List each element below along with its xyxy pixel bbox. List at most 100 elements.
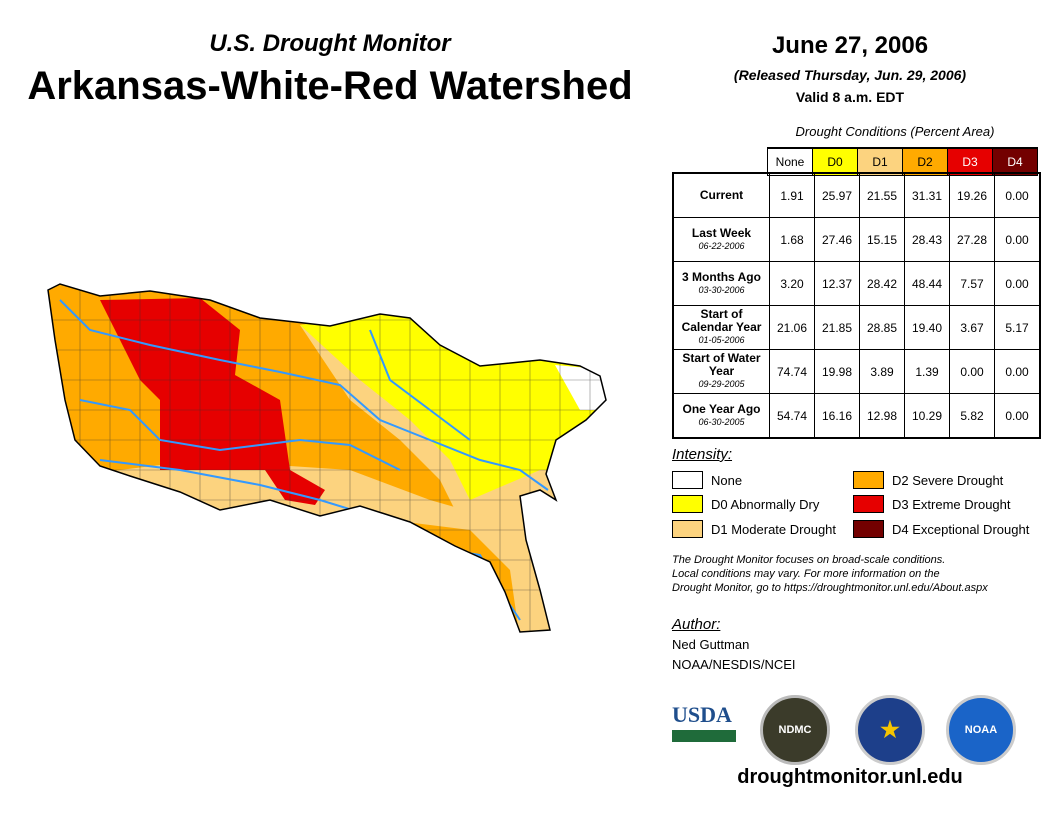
table-caption: Drought Conditions (Percent Area) [795, 124, 995, 139]
table-cell: 0.00 [994, 172, 1041, 218]
legend-label: D0 Abnormally Dry [711, 496, 820, 512]
table-cell: 19.98 [814, 349, 860, 394]
row-label-text: 3 Months Ago [682, 269, 761, 284]
watershed-outline [47, 283, 607, 633]
table-cell: 15.15 [859, 217, 905, 262]
legend-swatch [672, 471, 703, 489]
table-cell: 27.46 [814, 217, 860, 262]
region-none [555, 365, 606, 410]
legend-swatch [853, 471, 884, 489]
table-cell: 74.74 [769, 349, 815, 394]
ndmc-logo: NDMC [760, 695, 830, 765]
col-none: None [767, 147, 813, 176]
row-label-text: Last Week [691, 225, 752, 240]
row-label: 3 Months Ago 03-30-2006 [672, 261, 770, 306]
usda-logo: USDA [672, 702, 736, 748]
website-url[interactable]: droughtmonitor.unl.edu [737, 766, 963, 788]
col-d1: D1 [857, 147, 903, 176]
legend-label: D2 Severe Drought [892, 472, 1004, 488]
legend-swatch [672, 520, 703, 538]
noaa-logo: NOAA [946, 695, 1016, 765]
table-row: Start of Water Year 09-29-2005 74.74 19.98 3… [672, 349, 1041, 394]
table-row: Current 1.91 25.97 21.55 31.31 19.26 0.00 [672, 172, 1041, 218]
map-subtitle: U.S. Drought Monitor [209, 30, 451, 57]
legend-label: None [711, 472, 743, 488]
legend-swatch [853, 520, 884, 538]
table-cell: 0.00 [994, 349, 1041, 394]
table-cell: 7.57 [949, 261, 995, 306]
table-cell: 3.20 [769, 261, 815, 306]
table-row: 3 Months Ago 03-30-2006 3.20 12.37 28.42 48.4… [672, 261, 1041, 306]
author-title: Author: [672, 616, 721, 633]
table-cell: 28.85 [859, 305, 905, 350]
legend-item: D2 Severe Drought [853, 471, 1003, 489]
row-label-text: One Year Ago [682, 401, 761, 416]
legend-swatch [853, 495, 884, 513]
watershed-map [47, 283, 607, 633]
commerce-seal-logo: ★ [855, 695, 925, 765]
row-label: Current [672, 172, 770, 218]
table-cell: 1.91 [769, 172, 815, 218]
table-row: Start of Calendar Year 01-05-2006 21.06 21.… [672, 305, 1041, 350]
legend-item: None [672, 471, 742, 489]
table-cell: 27.28 [949, 217, 995, 262]
table-cell: 21.06 [769, 305, 815, 350]
valid-time: Valid 8 a.m. EDT [795, 89, 905, 105]
table-row: Last Week 06-22-2006 1.68 27.46 15.15 28.43 27… [672, 217, 1041, 262]
table-cell: 21.55 [859, 172, 905, 218]
legend-item: D4 Exceptional Drought [853, 520, 1029, 538]
legend-label: D3 Extreme Drought [892, 496, 1011, 512]
row-date: 09-29-2005 [698, 379, 745, 389]
col-d2: D2 [902, 147, 948, 176]
author-name: Ned Guttman [672, 637, 750, 652]
row-label-text: Start of Water Year [682, 351, 761, 378]
legend-label: D1 Moderate Drought [711, 521, 837, 537]
rivers [59, 299, 549, 621]
disclaimer-note: The Drought Monitor focuses on broad-sca… [672, 553, 1052, 595]
col-d3: D3 [947, 147, 993, 176]
row-date: 01-05-2006 [698, 335, 745, 345]
table-header: None D0 D1 D2 D3 D4 [767, 147, 1038, 176]
row-label: Start of Water Year 09-29-2005 [672, 349, 770, 394]
table-cell: 5.17 [994, 305, 1041, 350]
table-cell: 28.42 [859, 261, 905, 306]
table-cell: 10.29 [904, 393, 950, 439]
row-label: Start of Calendar Year 01-05-2006 [672, 305, 770, 350]
row-date: 03-30-2006 [698, 284, 745, 295]
table-cell: 31.31 [904, 172, 950, 218]
note-line: Drought Monitor, go to https://droughtmo… [672, 582, 988, 594]
table-cell: 3.89 [859, 349, 905, 394]
map-title: Arkansas-White-Red Watershed [27, 64, 633, 108]
table-cell: 0.00 [994, 393, 1041, 439]
row-date: 06-30-2005 [698, 416, 745, 427]
table-cell: 0.00 [994, 261, 1041, 306]
legend-label: D4 Exceptional Drought [892, 521, 1030, 537]
author-org: NOAA/NESDIS/NCEI [672, 657, 796, 672]
table-cell: 0.00 [994, 217, 1041, 262]
legend-item: D0 Abnormally Dry [672, 495, 819, 513]
row-label-text: Current [699, 188, 744, 202]
table-cell: 0.00 [949, 349, 995, 394]
table-cell: 25.97 [814, 172, 860, 218]
conditions-table: Current 1.91 25.97 21.55 31.31 19.26 0.00 Last … [672, 172, 1041, 439]
usda-text: USDA [672, 702, 732, 727]
table-row: One Year Ago 06-30-2005 54.74 16.16 12.98 10.… [672, 393, 1041, 439]
table-cell: 19.40 [904, 305, 950, 350]
table-cell: 48.44 [904, 261, 950, 306]
row-label: One Year Ago 06-30-2005 [672, 393, 770, 439]
table-cell: 16.16 [814, 393, 860, 439]
table-cell: 1.39 [904, 349, 950, 394]
release-date: (Released Thursday, Jun. 29, 2006) [733, 67, 967, 83]
note-line: Local conditions may vary. For more info… [672, 568, 940, 580]
legend-item: D3 Extreme Drought [853, 495, 1011, 513]
table-cell: 12.98 [859, 393, 905, 439]
table-cell: 19.26 [949, 172, 995, 218]
table-cell: 54.74 [769, 393, 815, 439]
table-cell: 1.68 [769, 217, 815, 262]
table-cell: 12.37 [814, 261, 860, 306]
table-cell: 28.43 [904, 217, 950, 262]
legend-item: D1 Moderate Drought [672, 520, 836, 538]
table-cell: 21.85 [814, 305, 860, 350]
map-date: June 27, 2006 [771, 32, 929, 59]
